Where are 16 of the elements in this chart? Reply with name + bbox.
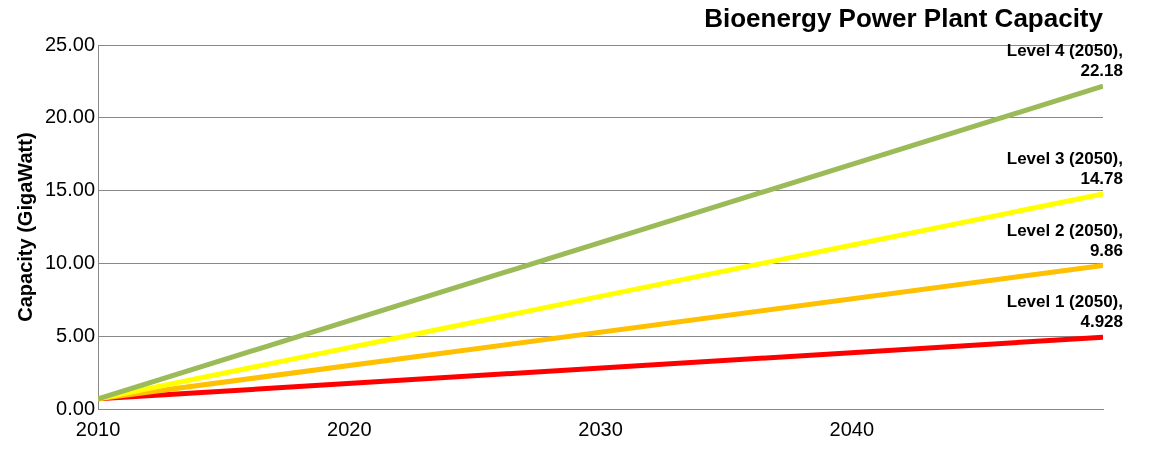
y-tick-label: 25.00	[44, 32, 96, 55]
data-label: Level 3 (2050), 14.78	[1006, 148, 1123, 188]
data-label: Level 2 (2050), 9.86	[1006, 220, 1123, 260]
x-tick-label: 2020	[327, 417, 372, 440]
chart-title: Bioenergy Power Plant Capacity	[704, 2, 1104, 33]
data-label: Level 4 (2050), 22.18	[1006, 41, 1123, 81]
x-tick-label: 2010	[75, 417, 121, 440]
x-tick-label: 2040	[829, 417, 875, 440]
y-tick-label: 10.00	[44, 251, 96, 273]
x-tick-label: 2030	[578, 417, 623, 440]
data-label: Level 1 (2050), 4.928	[1006, 292, 1123, 332]
y-tick-label: 0.00	[56, 396, 96, 419]
y-tick-label: 5.00	[56, 323, 96, 346]
y-tick-label: 15.00	[44, 178, 96, 201]
y-axis-title: Capacity (GigaWatt)	[13, 132, 36, 322]
y-tick-label: 20.00	[44, 105, 96, 128]
